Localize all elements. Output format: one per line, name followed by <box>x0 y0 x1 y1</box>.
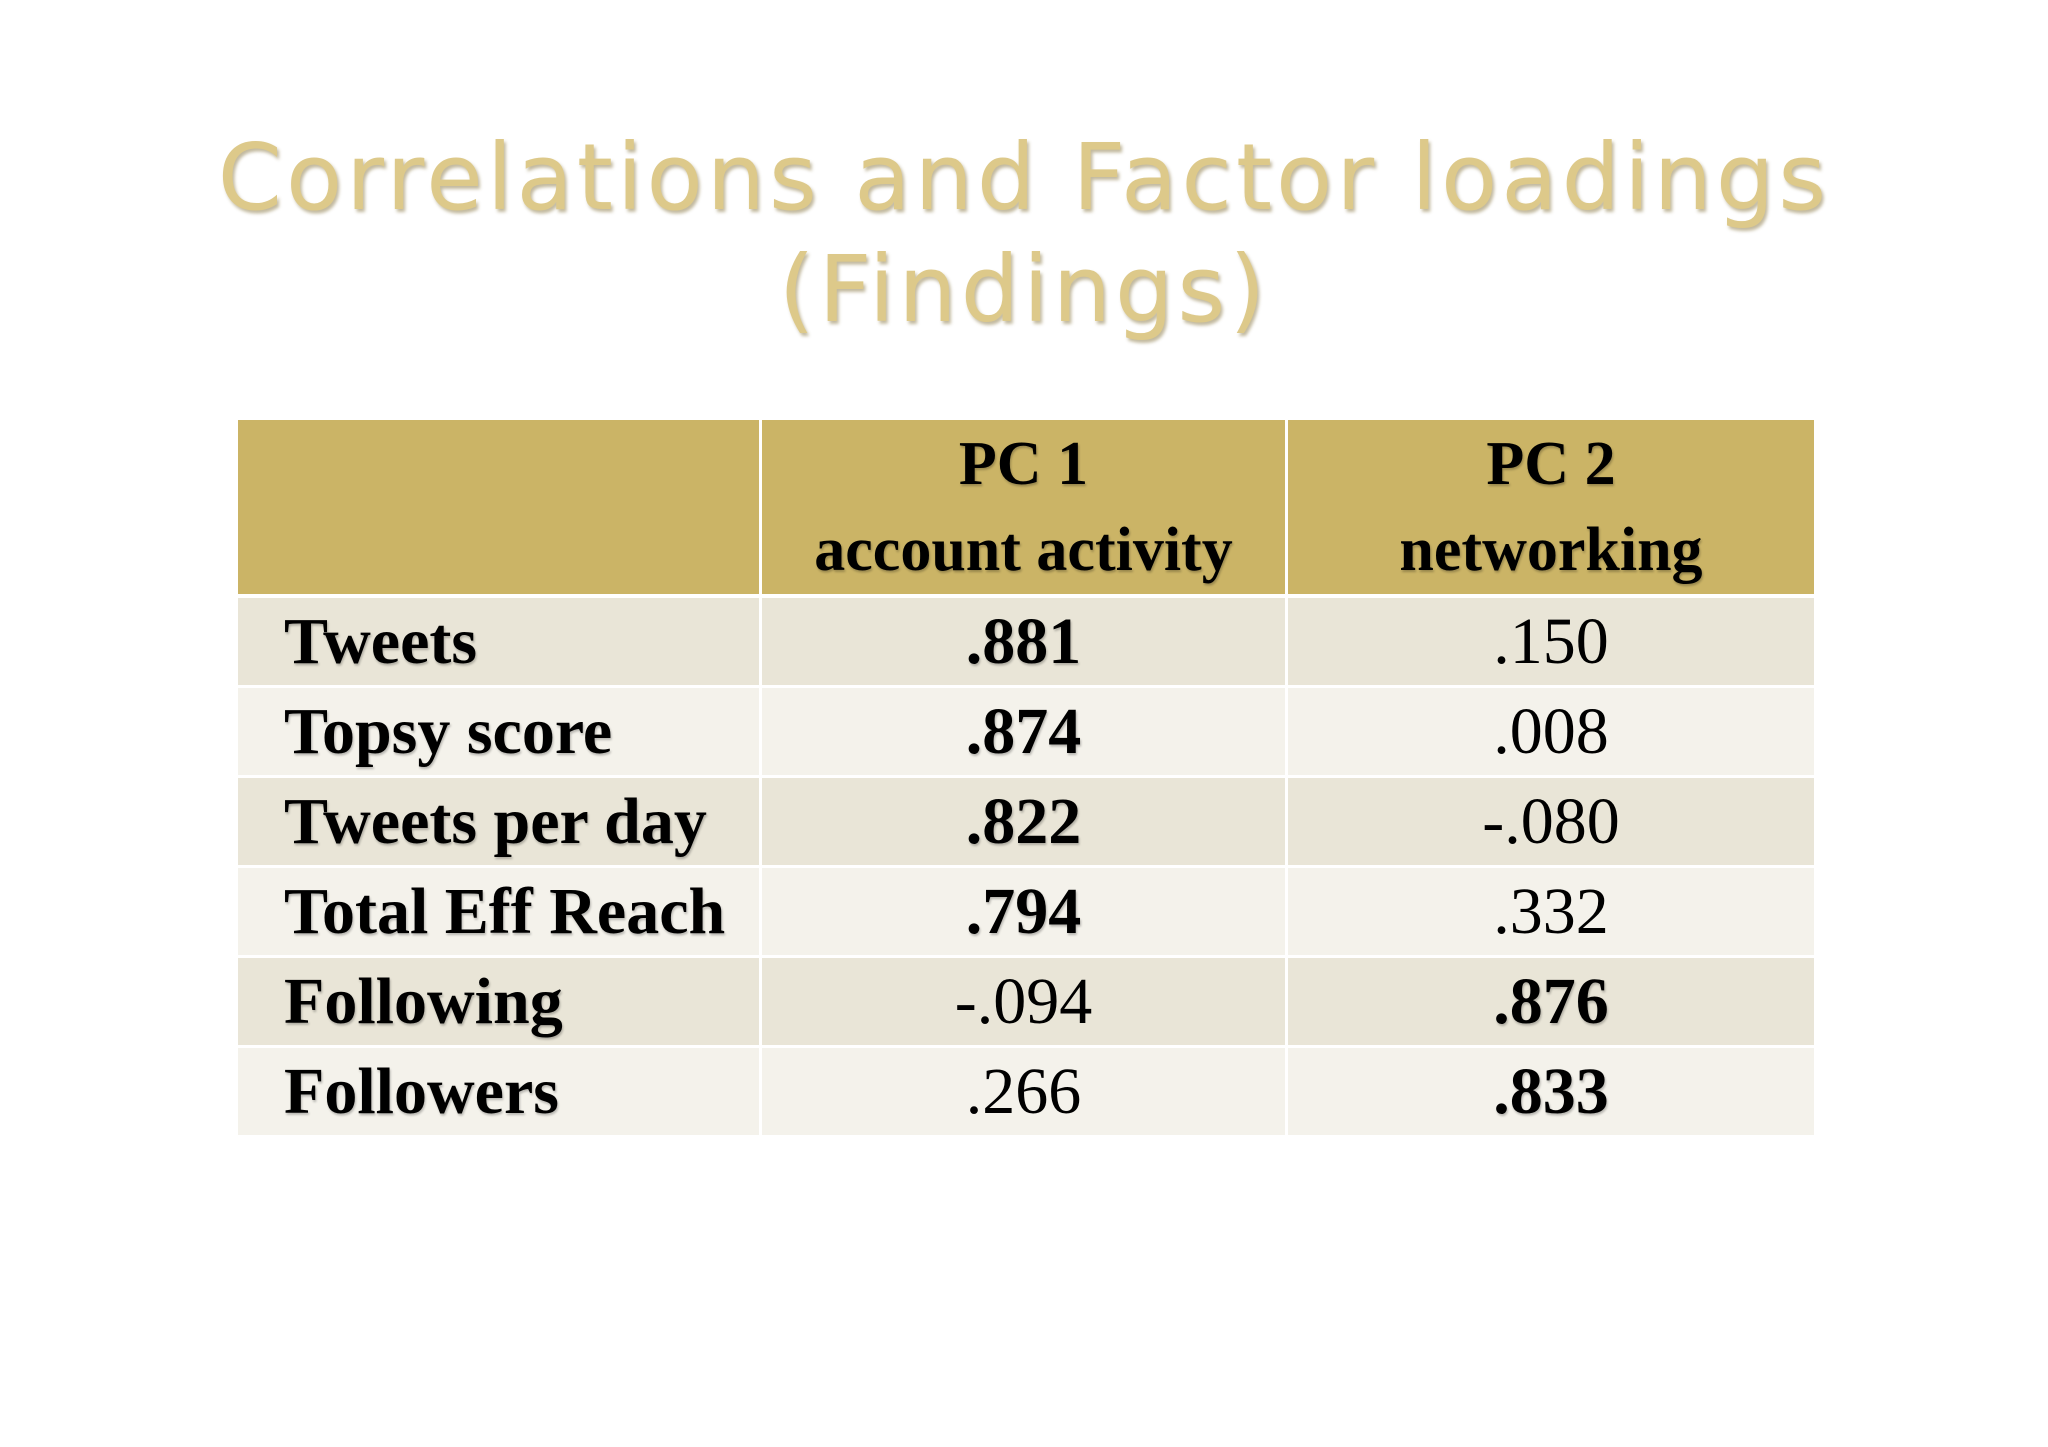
row-label: Tweets per day <box>238 778 762 868</box>
pc2-value: .876 <box>1288 958 1814 1048</box>
pc2-value: .833 <box>1288 1048 1814 1138</box>
header-pc1-title: PC 1 <box>958 430 1089 498</box>
pc2-value: .150 <box>1288 598 1814 688</box>
pc1-value: .822 <box>762 778 1288 868</box>
table-row: Total Eff Reach .794 .332 <box>238 868 1814 958</box>
header-cell-pc1: PC 1 account activity <box>762 420 1288 598</box>
pc1-value: .881 <box>762 598 1288 688</box>
pc2-value: .008 <box>1288 688 1814 778</box>
pc2-value: .332 <box>1288 868 1814 958</box>
row-label: Total Eff Reach <box>238 868 762 958</box>
pc1-value: -.094 <box>762 958 1288 1048</box>
slide-title: Correlations and Factor loadings (Findin… <box>0 122 2048 346</box>
slide-title-line-2: (Findings) <box>778 236 1270 343</box>
pc1-value: .794 <box>762 868 1288 958</box>
pc1-value: .874 <box>762 688 1288 778</box>
pc2-value: -.080 <box>1288 778 1814 868</box>
pc1-value: .266 <box>762 1048 1288 1138</box>
row-label: Tweets <box>238 598 762 688</box>
header-cell-empty <box>238 420 762 598</box>
factor-loadings-table: PC 1 account activity PC 2 networking Tw… <box>238 420 1814 1138</box>
table-header-row: PC 1 account activity PC 2 networking <box>238 420 1814 598</box>
header-pc2-subtitle: networking <box>1399 516 1703 584</box>
row-label: Followers <box>238 1048 762 1138</box>
table-row: Tweets per day .822 -.080 <box>238 778 1814 868</box>
header-pc1-subtitle: account activity <box>814 516 1233 584</box>
header-cell-pc2: PC 2 networking <box>1288 420 1814 598</box>
row-label: Topsy score <box>238 688 762 778</box>
table-row: Followers .266 .833 <box>238 1048 1814 1138</box>
table-row: Following -.094 .876 <box>238 958 1814 1048</box>
table-row: Tweets .881 .150 <box>238 598 1814 688</box>
row-label: Following <box>238 958 762 1048</box>
table-row: Topsy score .874 .008 <box>238 688 1814 778</box>
header-pc2-title: PC 2 <box>1486 430 1616 498</box>
slide-title-line-1: Correlations and Factor loadings <box>217 124 1831 231</box>
